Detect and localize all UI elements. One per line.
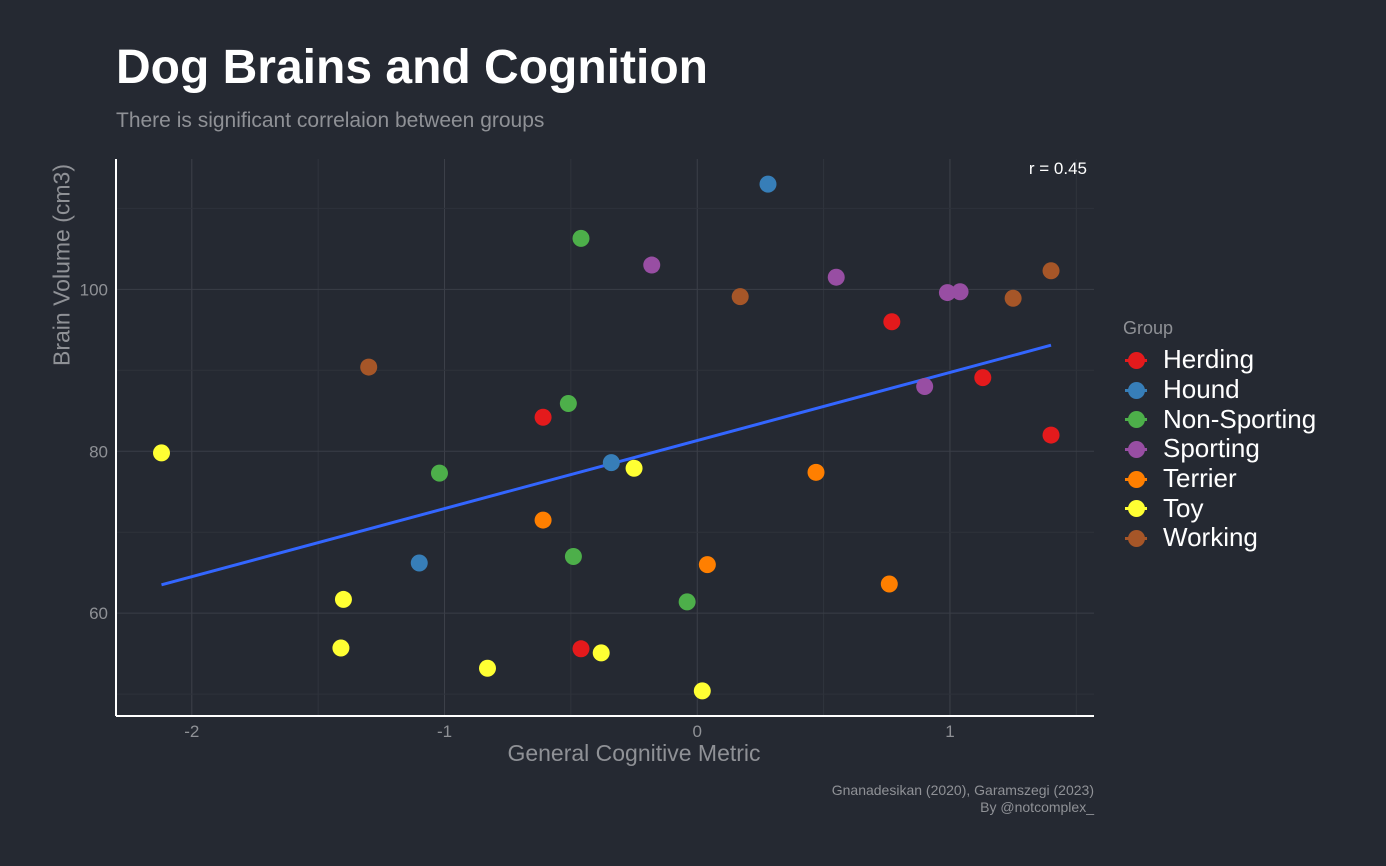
legend-key-icon bbox=[1123, 349, 1149, 371]
data-point-working bbox=[731, 288, 749, 306]
legend-item-working: Working bbox=[1123, 522, 1316, 553]
legend: Group Herding Hound Non-Sporting Sporting Te… bbox=[1123, 318, 1316, 553]
legend-item-non-sporting: Non-Sporting bbox=[1123, 404, 1316, 434]
data-point-non-sporting bbox=[430, 464, 448, 482]
legend-item-hound: Hound bbox=[1123, 374, 1316, 405]
chart-subtitle: There is significant correlaion between … bbox=[116, 109, 545, 132]
legend-label: Sporting bbox=[1163, 433, 1260, 464]
x-tick-label: 1 bbox=[945, 722, 954, 741]
y-tick-label: 100 bbox=[80, 280, 108, 299]
legend-key-icon bbox=[1123, 468, 1149, 490]
data-point-toy bbox=[625, 459, 643, 477]
legend-label: Non-Sporting bbox=[1163, 403, 1317, 434]
x-tick-labels: -2 -1 0 1 bbox=[184, 722, 954, 741]
data-points bbox=[152, 175, 1060, 700]
caption-author: By @notcomplex_ bbox=[980, 799, 1094, 815]
legend-key-icon bbox=[1123, 527, 1149, 549]
data-point-sporting bbox=[827, 268, 845, 286]
correlation-annotation: r = 0.45 bbox=[1029, 159, 1087, 178]
data-point-terrier bbox=[698, 556, 716, 574]
data-point-sporting bbox=[643, 256, 661, 274]
data-point-toy bbox=[478, 659, 496, 677]
data-point-terrier bbox=[807, 463, 825, 481]
y-tick-labels: 60 80 100 bbox=[80, 280, 108, 623]
legend-label: Working bbox=[1163, 522, 1258, 553]
data-point-working bbox=[360, 358, 378, 376]
y-axis-label: Brain Volume (cm3) bbox=[48, 164, 75, 366]
x-axis-label: General Cognitive Metric bbox=[507, 740, 761, 766]
data-point-herding bbox=[534, 408, 552, 426]
data-point-non-sporting bbox=[572, 229, 590, 247]
legend-key-icon bbox=[1123, 497, 1149, 519]
data-point-working bbox=[1042, 262, 1060, 280]
legend-label: Hound bbox=[1163, 374, 1240, 405]
legend-label: Toy bbox=[1163, 492, 1204, 523]
data-point-toy bbox=[152, 444, 170, 462]
data-point-non-sporting bbox=[564, 548, 582, 566]
data-point-herding bbox=[1042, 426, 1060, 444]
data-point-herding bbox=[883, 313, 901, 331]
data-point-toy bbox=[334, 590, 352, 608]
legend-title: Group bbox=[1123, 318, 1174, 338]
data-point-hound bbox=[602, 454, 620, 472]
data-point-herding bbox=[974, 369, 992, 387]
caption-source: Gnanadesikan (2020), Garamszegi (2023) bbox=[831, 782, 1094, 798]
data-point-terrier bbox=[534, 511, 552, 529]
data-point-toy bbox=[332, 639, 350, 657]
caption: Gnanadesikan (2020), Garamszegi (2023) B… bbox=[832, 782, 1094, 816]
y-tick-label: 80 bbox=[89, 442, 108, 461]
y-tick-label: 60 bbox=[89, 604, 108, 623]
legend-key-icon bbox=[1123, 379, 1149, 401]
legend-item-sporting: Sporting bbox=[1123, 433, 1316, 464]
data-point-toy bbox=[693, 682, 711, 700]
data-point-sporting bbox=[951, 283, 969, 301]
data-point-non-sporting bbox=[678, 593, 696, 611]
legend-item-terrier: Terrier bbox=[1123, 463, 1316, 494]
legend-item-toy: Toy bbox=[1123, 493, 1316, 523]
data-point-non-sporting bbox=[559, 394, 577, 412]
legend-key-icon bbox=[1123, 408, 1149, 430]
legend-label: Terrier bbox=[1163, 463, 1237, 494]
data-point-terrier bbox=[880, 575, 898, 593]
legend-item-herding: Herding bbox=[1123, 344, 1316, 375]
data-point-sporting bbox=[938, 284, 956, 302]
data-point-toy bbox=[592, 644, 610, 662]
chart-title: Dog Brains and Cognition bbox=[116, 41, 708, 94]
data-point-sporting bbox=[916, 377, 934, 395]
x-tick-label: -1 bbox=[437, 722, 452, 741]
x-tick-label: 0 bbox=[693, 722, 702, 741]
data-point-hound bbox=[410, 554, 428, 572]
data-point-working bbox=[1004, 289, 1022, 307]
x-tick-label: -2 bbox=[184, 722, 199, 741]
legend-label: Herding bbox=[1163, 344, 1255, 375]
legend-key-icon bbox=[1123, 438, 1149, 460]
data-point-hound bbox=[759, 175, 777, 193]
data-point-herding bbox=[572, 640, 590, 658]
grid-lines bbox=[116, 159, 1094, 716]
